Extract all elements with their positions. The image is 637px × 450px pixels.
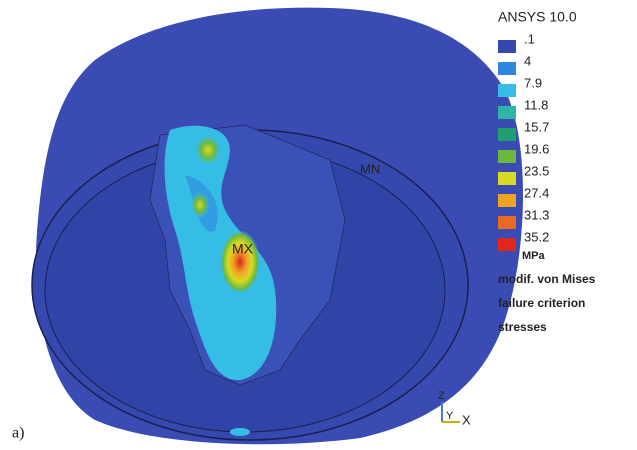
legend-label: 19.6 xyxy=(524,141,549,156)
legend-label: 11.8 xyxy=(524,97,548,112)
legend-label: 31.3 xyxy=(524,207,549,222)
legend-description: modif. von Mises xyxy=(498,272,596,286)
triad-y: Y xyxy=(446,410,454,422)
legend-swatch xyxy=(498,238,516,251)
max-label: MX xyxy=(232,241,254,257)
legend-swatch xyxy=(498,172,516,185)
legend-swatch xyxy=(498,84,516,97)
legend-label: 7.9 xyxy=(524,75,542,90)
legend-label: 35.2 xyxy=(524,229,549,244)
min-label: MN xyxy=(360,161,380,176)
legend-description: failure criterion xyxy=(498,296,585,310)
panel-label: a) xyxy=(12,425,24,442)
triad-x: X xyxy=(462,412,471,427)
max-spot xyxy=(220,230,260,294)
legend-label: 15.7 xyxy=(524,119,549,134)
legend-description: stresses xyxy=(498,320,547,334)
triad-z: Z xyxy=(438,390,445,402)
legend-unit: MPa xyxy=(522,250,546,262)
legend-label: 4 xyxy=(524,53,531,68)
model xyxy=(32,8,523,445)
legend-swatch xyxy=(498,128,516,141)
legend-label: 27.4 xyxy=(524,185,549,200)
page: MX MN Z Y X a) ANSYS 10.0 .1 4 7.9 11.8 15.7… xyxy=(0,0,637,450)
edge-spot xyxy=(230,428,250,436)
legend-label: 23.5 xyxy=(524,163,549,178)
hot-spot xyxy=(190,191,210,219)
legend-swatch xyxy=(498,150,516,163)
legend-title: ANSYS 10.0 xyxy=(498,9,577,25)
legend-swatch xyxy=(498,194,516,207)
legend-swatch xyxy=(498,62,516,75)
legend-swatch xyxy=(498,216,516,229)
legend-swatch xyxy=(498,106,516,119)
hot-spot xyxy=(194,134,222,166)
figure: MX MN Z Y X a) ANSYS 10.0 .1 4 7.9 11.8 15.7… xyxy=(0,0,637,450)
legend-swatch xyxy=(498,40,516,53)
legend-label: .1 xyxy=(524,31,535,46)
triad: Z Y X xyxy=(438,390,471,428)
